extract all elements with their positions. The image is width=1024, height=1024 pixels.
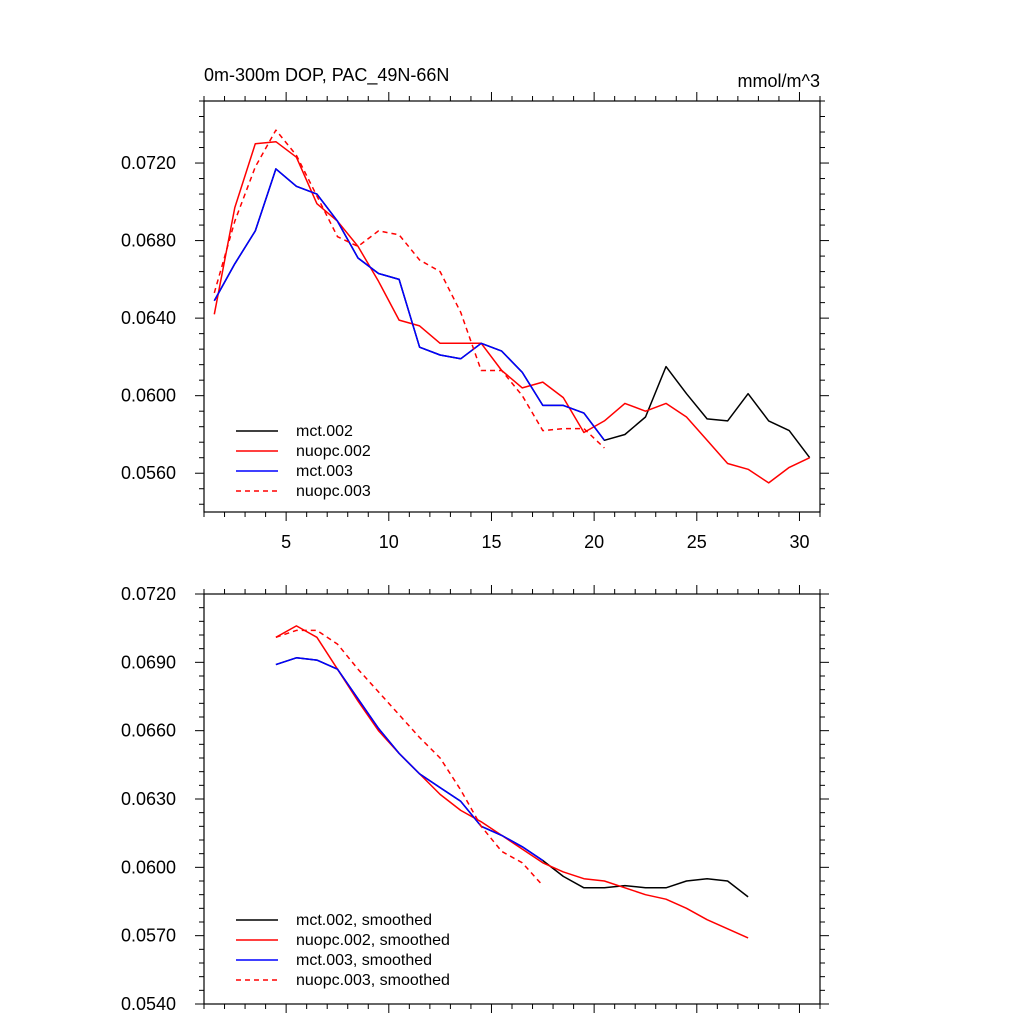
y-tick-label: 0.0660	[121, 721, 176, 741]
legend-label: mct.003, smoothed	[296, 952, 432, 969]
y-tick-label: 0.0720	[121, 153, 176, 173]
y-tick-label: 0.0600	[121, 857, 176, 877]
units-label: mmol/m^3	[738, 71, 820, 91]
x-tick-label: 5	[281, 532, 291, 552]
legend-label: nuopc.003, smoothed	[296, 972, 450, 989]
y-tick-label: 0.0560	[121, 463, 176, 483]
series-line-mct-003	[213, 168, 605, 441]
x-tick-label: 30	[789, 532, 809, 552]
y-tick-label: 0.0570	[121, 926, 176, 946]
y-tick-label: 0.0630	[121, 789, 176, 809]
series-line-mct-003-smoothed	[275, 657, 544, 862]
legend-label: mct.002	[296, 423, 353, 440]
y-tick-label: 0.0600	[121, 386, 176, 406]
legend-label: mct.003	[296, 463, 353, 480]
y-tick-label: 0.0720	[121, 584, 176, 604]
series-line-nuopc-002-smoothed	[275, 625, 749, 939]
y-tick-label: 0.0690	[121, 652, 176, 672]
legend-label: nuopc.002, smoothed	[296, 932, 450, 949]
series-line-mct-002-smoothed	[275, 657, 749, 898]
legend-label: mct.002, smoothed	[296, 912, 432, 929]
series-line-nuopc-003-smoothed	[275, 629, 544, 887]
series-line-nuopc-002	[213, 140, 811, 484]
chart-title: 0m-300m DOP, PAC_49N-66N	[204, 65, 449, 86]
y-tick-label: 0.0640	[121, 308, 176, 328]
legend-label: nuopc.003	[296, 483, 371, 500]
legend-label: nuopc.002	[296, 443, 371, 460]
series-line-mct-002	[213, 168, 811, 459]
x-tick-label: 25	[687, 532, 707, 552]
x-tick-label: 20	[584, 532, 604, 552]
panel-top: 5 10 15 20 25 30 0.0560 0.0600 0.0640 0.0680 0.072…	[121, 65, 829, 552]
y-tick-label: 0.0540	[121, 994, 176, 1014]
y-tick-label: 0.0680	[121, 231, 176, 251]
x-tick-label: 10	[379, 532, 399, 552]
x-tick-label: 15	[481, 532, 501, 552]
series-line-nuopc-003	[213, 129, 605, 449]
panel-bottom: 0.0540 0.0570 0.0600 0.0630 0.0660 0.0690 0.07…	[121, 584, 829, 1014]
